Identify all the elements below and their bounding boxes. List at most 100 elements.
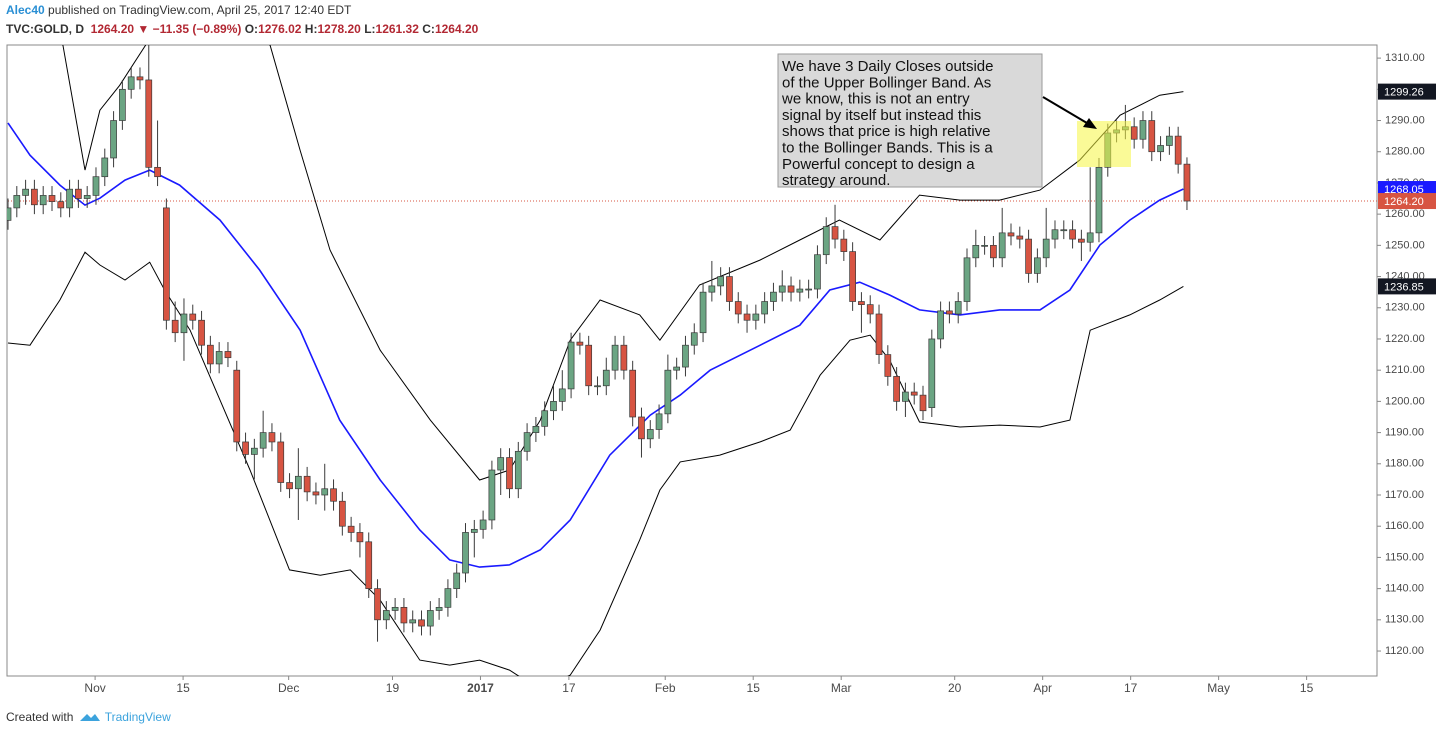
- x-tick-label: Apr: [1033, 681, 1052, 695]
- candle-body: [48, 195, 56, 203]
- candle-body: [734, 301, 742, 315]
- candle-body: [858, 301, 865, 305]
- candle-body: [1139, 120, 1147, 140]
- note-line: to the Bollinger Bands. This is a: [782, 140, 993, 157]
- y-tick-label: 1180.00: [1385, 458, 1424, 470]
- logo: [79, 714, 100, 721]
- price-label: 1264.20: [1384, 196, 1424, 208]
- candle-body: [1183, 163, 1191, 202]
- candle-body: [787, 285, 795, 293]
- candle-body: [620, 344, 628, 371]
- candle-body: [382, 610, 390, 621]
- candle-body: [981, 244, 988, 247]
- candle-body: [400, 606, 408, 624]
- price-label-box: [1378, 181, 1436, 198]
- candle-body: [374, 588, 381, 621]
- candle-body: [778, 285, 786, 293]
- candle-body: [954, 301, 962, 315]
- candle-body: [558, 388, 566, 402]
- candle-body: [224, 351, 232, 359]
- candle-body: [154, 166, 161, 178]
- symbol: TVC:GOLD, D: [6, 22, 84, 36]
- candle-body: [514, 450, 522, 490]
- y-tick-label: 1200.00: [1385, 395, 1425, 407]
- candle-body: [356, 532, 364, 543]
- candle-body: [1166, 135, 1173, 146]
- candle-body: [101, 157, 109, 178]
- y-tick-label: 1170.00: [1385, 489, 1424, 501]
- candle-body: [506, 457, 513, 490]
- candle-body: [796, 288, 804, 293]
- h-label: H:: [304, 22, 318, 36]
- candle-body: [1042, 238, 1050, 259]
- candle-body: [1174, 135, 1182, 165]
- brand[interactable]: TradingView: [104, 710, 171, 724]
- candle-body: [338, 500, 346, 527]
- candle-body: [875, 313, 883, 355]
- candle-body: [893, 376, 900, 402]
- candle-body: [277, 441, 285, 483]
- candle-body: [567, 341, 575, 390]
- candle-body: [946, 310, 953, 315]
- y-tick-label: 1210.00: [1385, 364, 1425, 376]
- price-label: 1236.85: [1384, 281, 1424, 293]
- price-label: 1299.26: [1384, 87, 1424, 99]
- candle-body: [13, 195, 21, 209]
- candle-body: [110, 120, 117, 159]
- y-tick-label: 1130.00: [1385, 614, 1424, 626]
- candle-body: [690, 332, 698, 346]
- candle-body: [972, 244, 980, 259]
- candle-body: [435, 606, 443, 611]
- candle-body: [127, 76, 135, 90]
- candle-body: [444, 588, 452, 608]
- candle-body: [541, 410, 549, 427]
- candle-body: [752, 313, 760, 321]
- candle-body: [207, 344, 214, 365]
- x-tick-label: 17: [562, 681, 576, 695]
- candle-body: [673, 366, 681, 371]
- x-tick-label: 2017: [467, 681, 494, 695]
- y-tick-label: 1250.00: [1385, 239, 1425, 251]
- candle-body: [822, 226, 830, 256]
- candle-body: [145, 79, 153, 168]
- candle-body: [242, 441, 249, 455]
- candle-body: [215, 351, 223, 365]
- candle-body: [576, 341, 584, 346]
- candle-body: [163, 207, 170, 321]
- candle-body: [611, 344, 619, 371]
- candle-body: [840, 238, 848, 252]
- candle-body: [1051, 229, 1059, 240]
- axes: 1120.00 1130.00 1140.00 1150.00 1160.00 1170.…: [84, 52, 1436, 695]
- x-tick-label: 15: [1300, 681, 1314, 695]
- candle-body: [884, 354, 892, 377]
- y-tick-label: 1260.00: [1385, 208, 1425, 220]
- candle-body: [594, 385, 601, 388]
- candle-body: [268, 432, 276, 443]
- candle-body: [312, 491, 320, 496]
- candle-body: [470, 528, 478, 533]
- y-tick-label: 1230.00: [1385, 302, 1425, 314]
- candle-body: [761, 301, 768, 315]
- candle-body: [1016, 235, 1024, 240]
- candle-body: [726, 276, 733, 302]
- candle-body: [453, 572, 461, 589]
- candle-body: [638, 416, 645, 440]
- candle-body: [180, 313, 188, 334]
- x-tick-label: Nov: [84, 681, 105, 695]
- author[interactable]: Alec40: [6, 3, 45, 17]
- y-tick-label: 1290.00: [1385, 114, 1425, 126]
- last: 1264.20: [90, 22, 135, 36]
- candle-body: [523, 432, 531, 452]
- note-line: we know, this is not an entry: [781, 91, 970, 108]
- candle-body: [1078, 238, 1085, 243]
- candle-body: [136, 76, 144, 81]
- arrow-line: [1042, 96, 1093, 127]
- candle-body: [497, 457, 505, 471]
- candle-body: [189, 313, 197, 321]
- candle-body: [963, 257, 971, 302]
- candle-body: [119, 88, 126, 121]
- candle-body: [57, 201, 65, 209]
- candle-body: [488, 469, 496, 521]
